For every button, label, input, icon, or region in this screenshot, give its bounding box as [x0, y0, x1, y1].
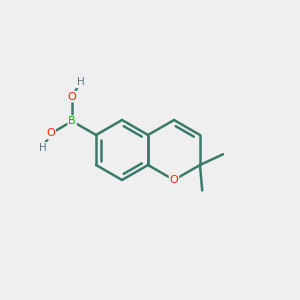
Text: H: H [39, 143, 46, 153]
Text: O: O [68, 92, 76, 102]
Text: O: O [169, 175, 178, 185]
Text: O: O [46, 128, 55, 139]
Text: H: H [76, 77, 84, 87]
Text: B: B [68, 116, 76, 126]
